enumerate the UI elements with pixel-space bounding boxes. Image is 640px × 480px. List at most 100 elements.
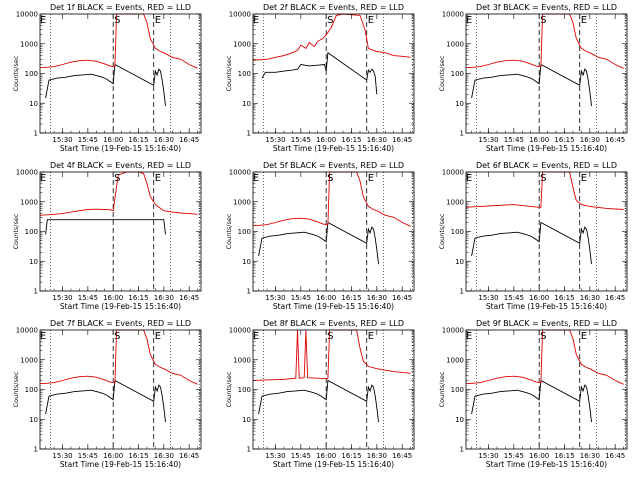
x-tick-label: 15:30 xyxy=(265,294,285,302)
x-tick-label: 15:30 xyxy=(265,452,285,460)
x-tick-label: 15:45 xyxy=(78,294,98,302)
series-lld-line xyxy=(253,171,411,227)
marker-label-0: E xyxy=(253,331,259,342)
marker-label-2: E xyxy=(155,331,161,342)
x-tick-label: 16:45 xyxy=(179,136,199,144)
x-axis-label: Start Time (19-Feb-15 15:16:40) xyxy=(486,460,607,469)
y-tick-label: 1000 xyxy=(20,198,38,206)
plot-frame xyxy=(465,171,628,292)
plot-det-5: Det 5f BLACK = Events, RED = LLD E S E 1 10 10… xyxy=(225,161,415,311)
x-tick-label: 16:45 xyxy=(392,294,412,302)
y-tick-label: 10 xyxy=(455,100,464,108)
plot-title: Det 3f BLACK = Events, RED = LLD xyxy=(476,3,617,12)
y-axis-label: Counts/sec xyxy=(438,213,446,249)
x-tick-label: 15:45 xyxy=(291,452,311,460)
x-axis-label: Start Time (19-Feb-15 15:16:40) xyxy=(273,302,394,311)
series-events-line xyxy=(45,63,166,107)
x-tick-label: 16:15 xyxy=(341,136,361,144)
y-tick-label: 100 xyxy=(451,70,464,78)
y-tick-label: 100 xyxy=(25,70,38,78)
x-tick-label: 15:30 xyxy=(478,136,498,144)
x-tick-label: 16:45 xyxy=(392,452,412,460)
series-events-line xyxy=(258,379,379,423)
x-tick-label: 16:45 xyxy=(605,294,625,302)
plot-det-8: Det 8f BLACK = Events, RED = LLD E S E 1 10 10… xyxy=(225,319,415,469)
x-axis-label: Start Time (19-Feb-15 15:16:40) xyxy=(273,460,394,469)
plot-det-7: Det 7f BLACK = Events, RED = LLD E S E 1 10 10… xyxy=(12,319,202,469)
y-tick-label: 100 xyxy=(25,228,38,236)
y-tick-label: 100 xyxy=(238,386,251,394)
plot-frame xyxy=(465,13,628,134)
plot-det-2: Det 2f BLACK = Events, RED = LLD E S E 1 10 10… xyxy=(225,3,415,153)
y-tick-label: 1 xyxy=(34,130,38,138)
y-tick-label: 1000 xyxy=(446,40,464,48)
x-tick-label: 16:15 xyxy=(554,136,574,144)
x-tick-label: 16:30 xyxy=(580,452,600,460)
marker-label-1: S xyxy=(327,173,333,184)
y-tick-label: 1000 xyxy=(446,356,464,364)
marker-label-2: E xyxy=(368,331,374,342)
y-tick-label: 100 xyxy=(25,386,38,394)
plot-title: Det 7f BLACK = Events, RED = LLD xyxy=(50,319,191,328)
marker-label-2: E xyxy=(581,173,587,184)
x-tick-label: 15:45 xyxy=(291,294,311,302)
marker-label-1: S xyxy=(114,331,120,342)
x-tick-label: 15:30 xyxy=(478,452,498,460)
x-tick-label: 16:30 xyxy=(367,452,387,460)
plot-det-3: Det 3f BLACK = Events, RED = LLD E S E 1 10 10… xyxy=(438,3,628,153)
y-tick-label: 100 xyxy=(451,386,464,394)
y-tick-label: 10000 xyxy=(229,11,251,19)
x-tick-label: 16:45 xyxy=(179,294,199,302)
marker-label-1: S xyxy=(327,15,333,26)
marker-label-0: E xyxy=(253,15,259,26)
series-lld-line xyxy=(466,13,624,69)
x-axis-label: Start Time (19-Feb-15 15:16:40) xyxy=(273,144,394,153)
x-tick-label: 15:45 xyxy=(504,136,524,144)
x-tick-label: 16:00 xyxy=(316,452,336,460)
x-tick-label: 16:15 xyxy=(128,452,148,460)
marker-label-1: S xyxy=(114,15,120,26)
plot-frame xyxy=(252,13,415,134)
x-axis-label: Start Time (19-Feb-15 15:16:40) xyxy=(60,144,181,153)
series-lld-line xyxy=(40,329,198,385)
y-tick-label: 1 xyxy=(460,288,464,296)
x-tick-label: 15:45 xyxy=(78,452,98,460)
x-tick-label: 16:30 xyxy=(154,294,174,302)
marker-label-0: E xyxy=(253,173,259,184)
x-tick-label: 16:00 xyxy=(529,136,549,144)
y-axis-label: Counts/sec xyxy=(225,213,233,249)
x-tick-label: 16:15 xyxy=(341,452,361,460)
series-events-line xyxy=(471,63,592,107)
x-tick-label: 16:30 xyxy=(367,294,387,302)
x-tick-label: 16:00 xyxy=(103,452,123,460)
x-tick-label: 16:15 xyxy=(341,294,361,302)
marker-label-0: E xyxy=(466,331,472,342)
x-tick-label: 15:30 xyxy=(478,294,498,302)
y-tick-label: 1000 xyxy=(233,356,251,364)
marker-label-0: E xyxy=(40,331,46,342)
plot-frame xyxy=(252,329,415,450)
y-tick-label: 1000 xyxy=(20,40,38,48)
marker-label-1: S xyxy=(114,173,120,184)
x-tick-label: 16:00 xyxy=(529,452,549,460)
y-axis-label: Counts/sec xyxy=(225,371,233,407)
marker-label-2: E xyxy=(581,15,587,26)
y-tick-label: 10000 xyxy=(442,169,464,177)
x-tick-label: 16:30 xyxy=(580,136,600,144)
x-tick-label: 15:45 xyxy=(504,452,524,460)
x-tick-label: 16:30 xyxy=(154,452,174,460)
y-tick-label: 1 xyxy=(460,130,464,138)
y-tick-label: 10 xyxy=(29,416,38,424)
y-tick-label: 10000 xyxy=(442,327,464,335)
plot-frame xyxy=(252,171,415,292)
plot-frame xyxy=(39,329,202,450)
marker-label-1: S xyxy=(540,173,546,184)
marker-label-2: E xyxy=(581,331,587,342)
x-tick-label: 16:30 xyxy=(580,294,600,302)
y-tick-label: 10000 xyxy=(229,169,251,177)
marker-label-2: E xyxy=(368,15,374,26)
x-tick-label: 15:45 xyxy=(291,136,311,144)
y-tick-label: 10000 xyxy=(16,327,38,335)
marker-label-1: S xyxy=(540,331,546,342)
